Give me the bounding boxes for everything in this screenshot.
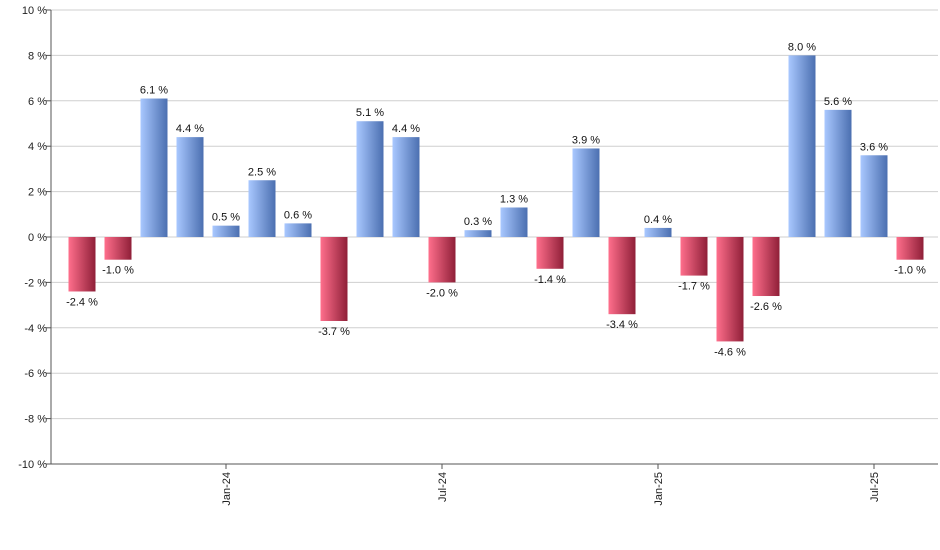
bar-value-label: 5.1 % [356,107,384,119]
bar-value-label: 0.6 % [284,209,312,221]
bar-value-label: 3.9 % [572,134,600,146]
bar-negative [536,237,564,269]
value-labels: -2.4 % -1.0 % 6.1 % 4.4 % 0.5 % 2.5 % 0.6 % -3.… [66,41,926,358]
bar-value-label: -2.6 % [750,301,782,313]
x-tick-label: Jul-24 [437,472,449,502]
y-tick-label: -4 % [24,323,47,335]
y-tick-label: 10 % [22,5,47,17]
axes: -10 % -8 % -6 % -4 % -2 % 0 % 2 % 4 % 6 % 8 % 10 %… [18,5,938,506]
bar-positive [824,109,852,237]
bar-value-label: -3.7 % [318,326,350,338]
bar-positive [212,225,240,237]
bar-positive [788,55,816,238]
bar-negative [680,237,708,276]
bar-value-label: 5.6 % [824,96,852,108]
bar-value-label: 0.5 % [212,212,240,224]
y-tick-label: 4 % [28,141,47,153]
bar-positive [464,230,492,237]
bar-positive [860,155,888,237]
bar-value-label: -1.0 % [102,265,134,277]
bar-value-label: 8.0 % [788,41,816,53]
bars [68,55,924,342]
y-tick-label: -8 % [24,414,47,426]
y-tick-label: -6 % [24,368,47,380]
bar-positive [572,148,600,237]
bar-value-label: 4.4 % [176,123,204,135]
y-tick-label: 0 % [28,232,47,244]
bar-value-label: 3.6 % [860,141,888,153]
x-tick-label: Jul-25 [869,472,881,502]
y-tick-label: -10 % [18,459,47,471]
bar-value-label: 4.4 % [392,123,420,135]
bar-negative [104,237,132,260]
bar-value-label: -1.7 % [678,281,710,293]
y-tick-label: 2 % [28,187,47,199]
x-tick-label: Jan-24 [221,472,233,506]
bar-value-label: -4.6 % [714,346,746,358]
bar-value-label: -2.4 % [66,296,98,308]
bar-value-label: 0.3 % [464,216,492,228]
bar-value-label: -1.0 % [894,265,926,277]
y-tick-label: 8 % [28,50,47,62]
bar-value-label: -3.4 % [606,319,638,331]
y-tick-label: 6 % [28,96,47,108]
x-tick-label: Jan-25 [653,472,665,506]
bar-positive [176,137,204,237]
bar-value-label: 2.5 % [248,166,276,178]
bar-positive [140,98,168,237]
bar-negative [68,237,96,292]
bar-negative [608,237,636,315]
bar-positive [356,121,384,237]
bar-value-label: 6.1 % [140,85,168,97]
y-tick-label: -2 % [24,277,47,289]
bar-value-label: 0.4 % [644,214,672,226]
bar-negative [716,237,744,342]
bar-value-label: -1.4 % [534,274,566,286]
bar-negative [428,237,456,283]
bar-positive [392,137,420,237]
bar-positive [644,227,672,237]
bar-negative [752,237,780,297]
bar-negative [896,237,924,260]
bar-positive [500,207,528,237]
bar-value-label: -2.0 % [426,287,458,299]
bar-value-label: 1.3 % [500,193,528,205]
bar-negative [320,237,348,321]
bar-positive [284,223,312,237]
bar-positive [248,180,276,237]
